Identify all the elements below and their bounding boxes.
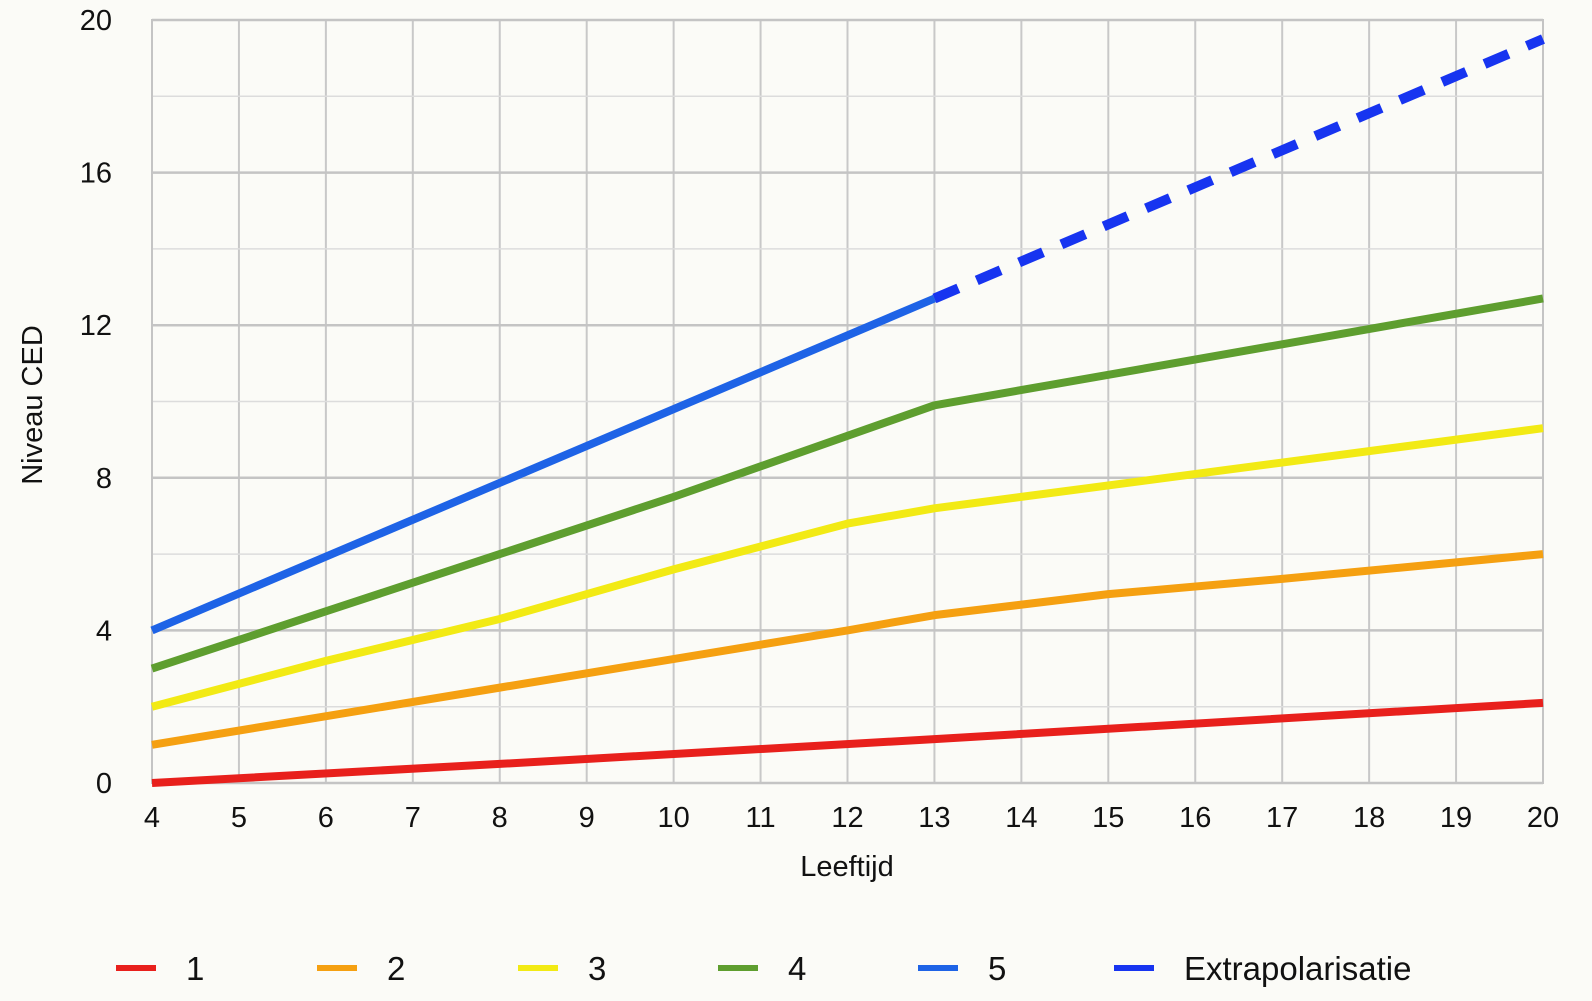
- x-tick-label: 11: [746, 802, 776, 834]
- legend-label-3: 3: [588, 950, 606, 987]
- y-tick-label: 0: [96, 768, 112, 800]
- x-tick-label: 14: [1005, 802, 1037, 834]
- y-axis-tick-labels: 0 4 8 12 16 20: [80, 5, 112, 800]
- x-tick-label: 17: [1266, 802, 1298, 834]
- x-tick-label: 6: [318, 802, 334, 834]
- x-tick-label: 12: [831, 802, 863, 834]
- x-axis-title: Leeftijd: [800, 851, 894, 883]
- y-axis-title: Niveau CED: [17, 325, 49, 485]
- x-axis-tick-labels: 4 5 6 7 8 9 10 11 12 13 14 15 16 17 18 19 20: [144, 802, 1559, 834]
- x-tick-label: 9: [579, 802, 595, 834]
- y-tick-label: 12: [80, 310, 112, 342]
- x-tick-label: 13: [918, 802, 950, 834]
- x-tick-label: 16: [1179, 802, 1211, 834]
- plot-border: [151, 19, 1544, 784]
- legend-label-5: 5: [988, 950, 1006, 987]
- y-tick-label: 20: [80, 5, 112, 37]
- series-line-2: [151, 550, 1544, 749]
- legend-label-2: 2: [387, 950, 405, 987]
- legend: 1 2 3 4 5 Extrapolarisatie: [116, 950, 1411, 987]
- series-line-3: [150, 424, 1544, 711]
- y-tick-label: 4: [96, 615, 112, 647]
- legend-label-4: 4: [788, 950, 806, 987]
- x-tick-label: 15: [1092, 802, 1124, 834]
- x-tick-label: 7: [405, 802, 421, 834]
- x-tick-label: 19: [1440, 802, 1472, 834]
- series-line-4: [150, 294, 1544, 673]
- legend-label-6: Extrapolarisatie: [1184, 950, 1411, 987]
- x-tick-label: 10: [657, 802, 689, 834]
- x-tick-label: 18: [1353, 802, 1385, 834]
- legend-label-1: 1: [186, 950, 204, 987]
- x-tick-label: 4: [144, 802, 160, 834]
- series-line-6: [932, 34, 1545, 304]
- x-tick-label: 20: [1527, 802, 1559, 834]
- x-tick-label: 8: [492, 802, 508, 834]
- y-tick-label: 16: [80, 158, 112, 190]
- x-tick-label: 5: [231, 802, 247, 834]
- y-tick-label: 8: [96, 463, 112, 495]
- series-line-5: [150, 294, 936, 635]
- series-line-1: [151, 698, 1544, 787]
- series-lines: [150, 34, 1545, 787]
